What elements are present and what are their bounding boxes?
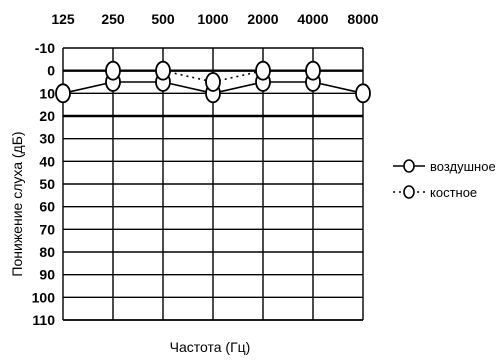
y-tick-label: 10	[39, 85, 55, 101]
x-tick-label: 8000	[347, 11, 378, 27]
y-tick-labels: -10 0 10 20 30 40 50 60 70 80 90 100 110	[32, 40, 56, 328]
x-tick-label: 1000	[197, 11, 228, 27]
data-point-air	[55, 83, 71, 104]
series-line-air	[312, 81, 364, 95]
data-point-bone	[105, 60, 121, 81]
y-tick-label: 50	[39, 176, 55, 192]
y-tick-label: 100	[32, 289, 56, 305]
legend-label-bone: костное	[430, 185, 477, 200]
x-tick-label: 250	[101, 11, 125, 27]
x-tick-label: 125	[51, 11, 75, 27]
y-tick-label: 70	[39, 221, 55, 237]
y-tick-label: -10	[35, 40, 55, 56]
y-tick-label: 110	[32, 312, 55, 328]
y-axis-label: Понижение слуха (дБ)	[9, 131, 25, 276]
legend: воздушное костное	[393, 159, 496, 200]
series-layer	[55, 60, 371, 104]
x-tick-label: 2000	[247, 11, 278, 27]
series-line-bone	[162, 69, 214, 83]
series-line-bone	[212, 69, 264, 83]
data-point-bone	[155, 60, 171, 81]
data-point-air	[355, 83, 371, 104]
x-tick-label: 4000	[297, 11, 328, 27]
legend-marker-bone	[403, 185, 415, 199]
x-axis-label: Частота (Гц)	[170, 339, 251, 355]
series-line-air	[212, 81, 264, 95]
y-tick-label: 40	[39, 153, 55, 169]
data-point-bone	[255, 60, 271, 81]
data-point-bone	[305, 60, 321, 81]
series-line-air	[62, 81, 114, 95]
series-line-air	[162, 81, 214, 95]
y-tick-label: 30	[39, 131, 55, 147]
x-tick-labels: 125 250 500 1000 2000 4000 8000	[51, 11, 378, 27]
x-tick-label: 500	[151, 11, 175, 27]
y-tick-label: 60	[39, 199, 55, 215]
legend-marker-air	[403, 159, 415, 173]
y-tick-label: 0	[47, 63, 55, 79]
y-tick-label: 20	[39, 108, 55, 124]
y-tick-label: 90	[39, 267, 55, 283]
legend-label-air: воздушное	[430, 159, 496, 174]
y-tick-label: 80	[39, 244, 55, 260]
grid	[62, 47, 364, 321]
data-point-bone	[205, 72, 221, 92]
